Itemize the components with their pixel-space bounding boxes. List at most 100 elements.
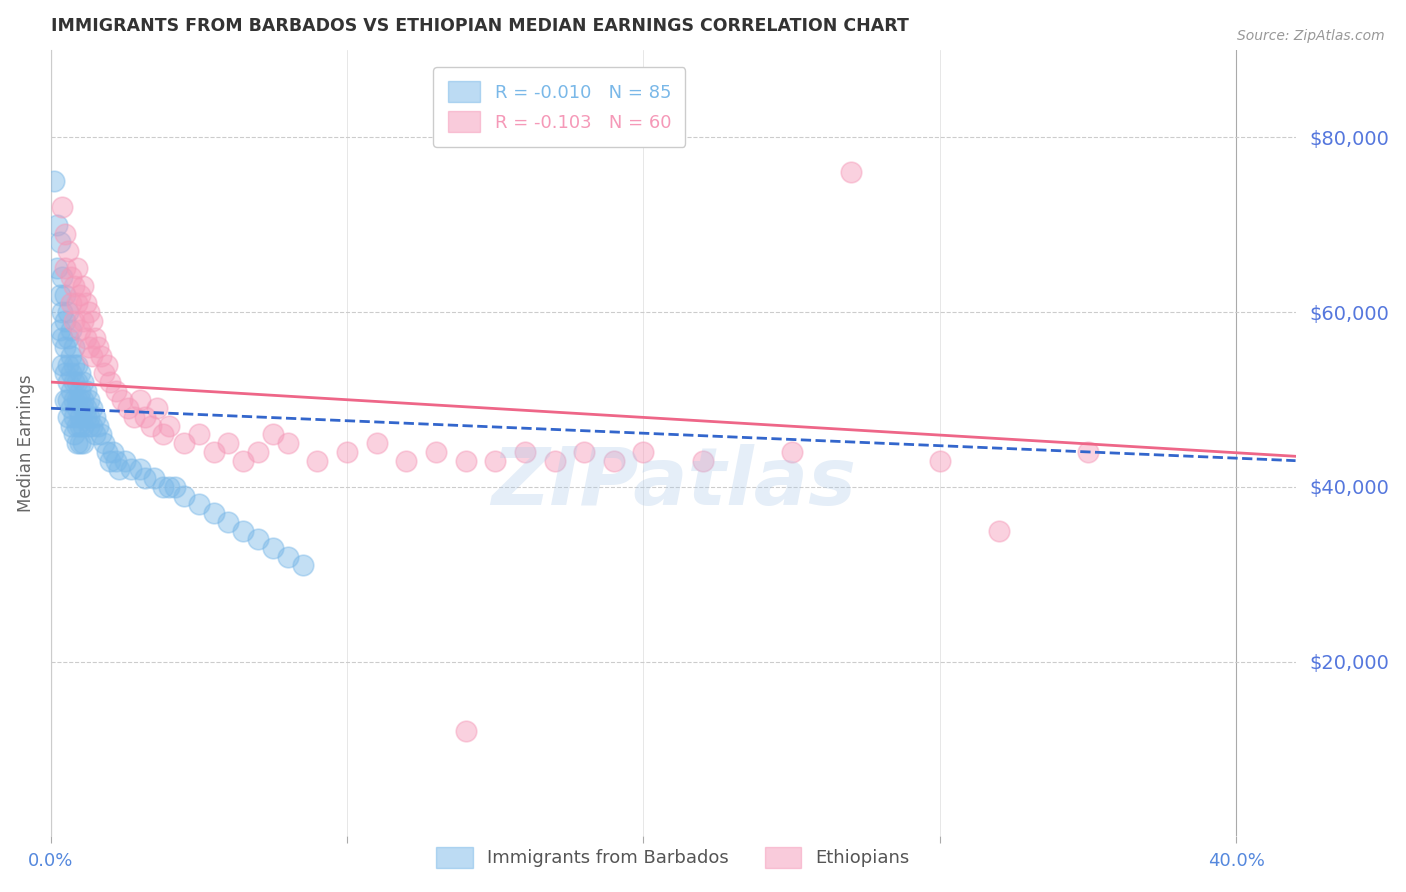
Point: [58, 244, 80, 258]
Point: [187, 497, 209, 511]
Point: [55, 261, 77, 276]
Point: [66, 392, 89, 407]
Point: [1077, 445, 1099, 459]
Point: [232, 524, 254, 538]
Point: [90, 349, 112, 363]
Point: [69, 418, 91, 433]
Point: [45, 218, 67, 232]
Point: [51, 305, 73, 319]
Point: [146, 401, 169, 416]
Point: [60, 296, 83, 310]
Point: [51, 270, 73, 285]
Text: Source: ZipAtlas.com: Source: ZipAtlas.com: [1237, 29, 1385, 43]
Point: [165, 480, 187, 494]
Text: IMMIGRANTS FROM BARBADOS VS ETHIOPIAN MEDIAN EARNINGS CORRELATION CHART: IMMIGRANTS FROM BARBADOS VS ETHIOPIAN ME…: [51, 17, 908, 35]
Point: [543, 453, 565, 467]
Point: [69, 392, 91, 407]
Point: [114, 453, 136, 467]
Point: [69, 384, 91, 398]
Point: [454, 453, 477, 467]
Point: [247, 533, 270, 547]
Point: [425, 445, 447, 459]
Point: [60, 401, 83, 416]
Point: [117, 401, 139, 416]
Point: [60, 270, 83, 285]
Point: [66, 296, 89, 310]
Point: [692, 453, 714, 467]
Point: [82, 349, 104, 363]
Point: [134, 471, 156, 485]
Point: [87, 340, 110, 354]
Point: [104, 384, 127, 398]
Point: [454, 724, 477, 739]
Point: [336, 445, 359, 459]
Point: [96, 358, 118, 372]
Point: [63, 279, 86, 293]
Point: [69, 323, 91, 337]
Point: [72, 392, 94, 407]
Point: [55, 340, 77, 354]
Point: [218, 436, 240, 450]
Point: [55, 287, 77, 301]
Point: [63, 340, 86, 354]
Point: [63, 427, 86, 442]
Point: [75, 409, 97, 424]
Point: [928, 453, 950, 467]
Point: [152, 427, 174, 442]
Point: [173, 489, 195, 503]
Point: [55, 314, 77, 328]
Point: [60, 323, 83, 337]
Point: [69, 367, 91, 381]
Point: [633, 445, 655, 459]
Point: [58, 331, 80, 345]
Point: [69, 287, 91, 301]
Point: [60, 349, 83, 363]
Point: [58, 375, 80, 389]
Point: [82, 314, 104, 328]
Point: [55, 392, 77, 407]
Point: [101, 445, 124, 459]
Point: [366, 436, 388, 450]
Point: [232, 453, 254, 467]
Point: [395, 453, 418, 467]
Point: [69, 436, 91, 450]
Point: [247, 445, 270, 459]
Point: [66, 358, 89, 372]
Point: [128, 462, 150, 476]
Point: [513, 445, 536, 459]
Point: [277, 549, 299, 564]
Point: [72, 314, 94, 328]
Point: [45, 261, 67, 276]
Point: [98, 453, 121, 467]
Point: [202, 506, 225, 520]
Point: [134, 409, 156, 424]
Point: [58, 305, 80, 319]
Point: [84, 427, 107, 442]
Point: [82, 418, 104, 433]
Point: [75, 296, 97, 310]
Y-axis label: Median Earnings: Median Earnings: [17, 375, 35, 512]
Text: ZIPatlas: ZIPatlas: [491, 443, 856, 522]
Point: [108, 462, 131, 476]
Point: [48, 323, 70, 337]
Point: [55, 367, 77, 381]
Point: [82, 401, 104, 416]
Point: [66, 436, 89, 450]
Point: [93, 436, 115, 450]
Point: [60, 418, 83, 433]
Point: [173, 436, 195, 450]
Point: [75, 401, 97, 416]
Point: [51, 331, 73, 345]
Point: [51, 200, 73, 214]
Point: [262, 541, 284, 555]
Point: [72, 418, 94, 433]
Point: [202, 445, 225, 459]
Point: [75, 331, 97, 345]
Point: [187, 427, 209, 442]
Point: [66, 401, 89, 416]
Point: [120, 462, 142, 476]
Point: [152, 480, 174, 494]
Point: [72, 279, 94, 293]
Point: [780, 445, 803, 459]
Point: [291, 558, 314, 573]
